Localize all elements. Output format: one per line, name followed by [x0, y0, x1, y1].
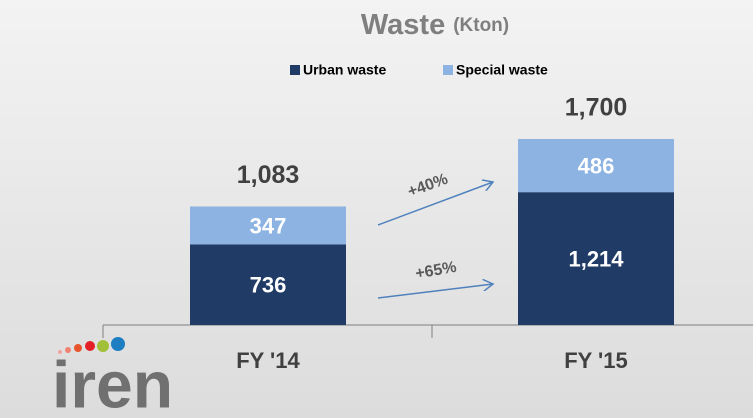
bar-segment — [190, 244, 346, 325]
legend-swatch — [290, 65, 300, 75]
title-main: Waste — [361, 9, 445, 41]
arrow — [377, 182, 493, 226]
chart-title: Waste (Kton) — [361, 9, 509, 41]
arrow — [377, 284, 493, 299]
bar-segment — [190, 206, 346, 245]
value-label: 347 — [250, 213, 287, 238]
x-tick-label: FY '15 — [564, 348, 628, 373]
logo: iren — [52, 337, 173, 418]
legend-swatch — [443, 65, 453, 75]
legend-label: Special waste — [456, 62, 548, 78]
logo-text: iren — [52, 347, 173, 418]
legend-label: Urban waste — [303, 62, 386, 78]
total-label: 1,083 — [237, 161, 300, 189]
value-label: 486 — [578, 153, 615, 178]
annotation: +65% — [414, 259, 458, 283]
bar-segment — [518, 192, 674, 325]
value-label: 1,214 — [568, 246, 624, 271]
x-tick-label: FY '14 — [236, 348, 300, 373]
bar-segment — [518, 139, 674, 193]
total-label: 1,700 — [565, 94, 628, 122]
title-unit: (Kton) — [453, 15, 509, 36]
value-label: 736 — [250, 273, 287, 298]
